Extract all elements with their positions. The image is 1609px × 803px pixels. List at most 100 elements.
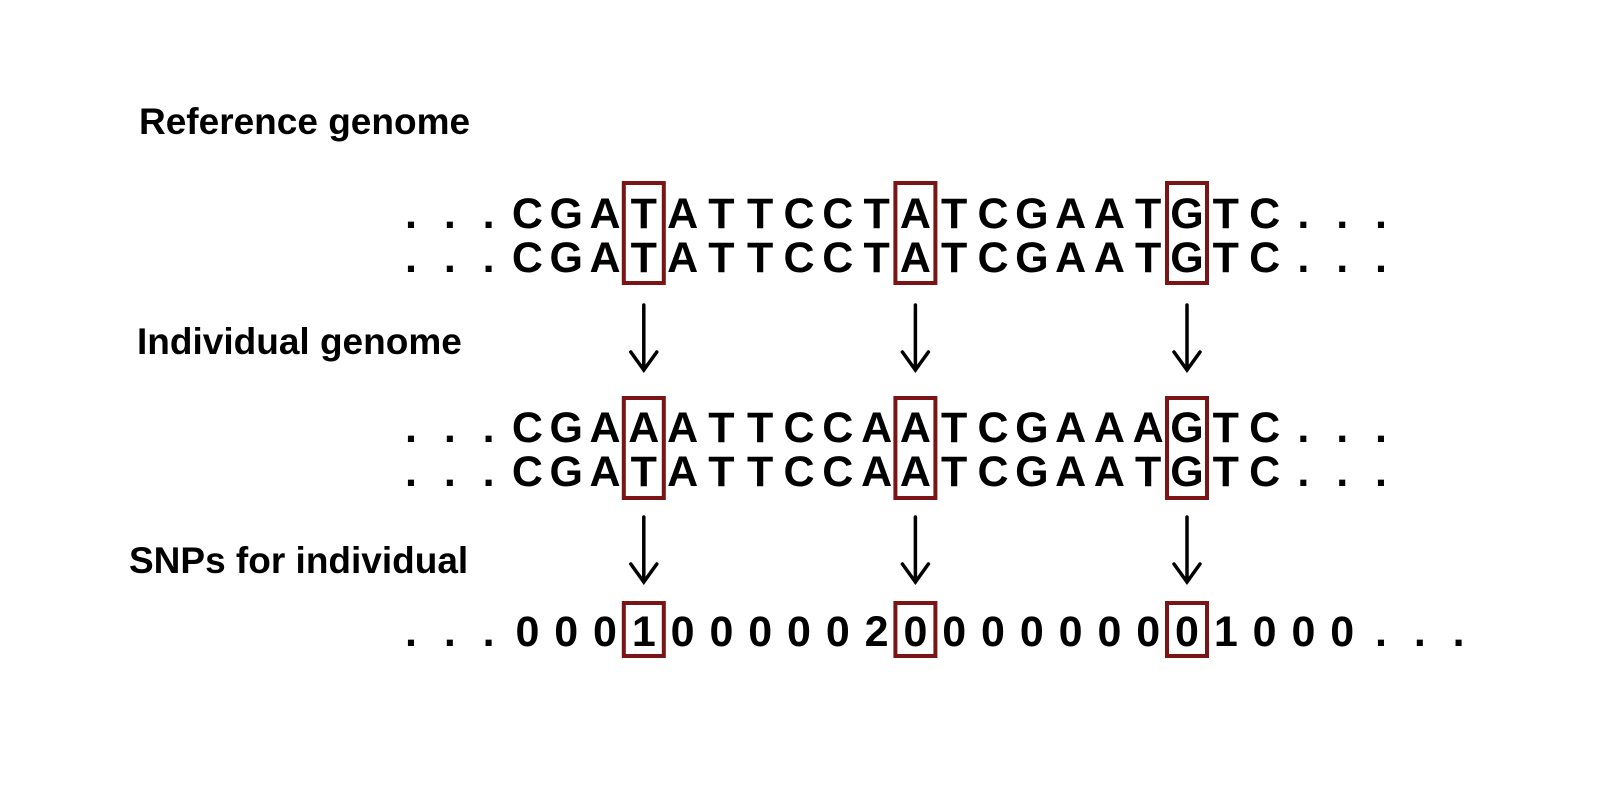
- nucleotide: A: [1055, 448, 1086, 496]
- snp-value: 0: [748, 608, 772, 656]
- nucleotide: A: [1055, 404, 1086, 452]
- nucleotide: .: [483, 190, 495, 238]
- snp-value: 0: [787, 608, 811, 656]
- nucleotide: T: [708, 404, 734, 452]
- nucleotide: A: [589, 190, 620, 238]
- reference-snp-box: [1165, 181, 1209, 285]
- nucleotide: A: [589, 404, 620, 452]
- snp-value: 0: [942, 608, 966, 656]
- nucleotide: .: [1297, 404, 1309, 452]
- snp-value: 0: [671, 608, 695, 656]
- down-arrow-icon: [1172, 303, 1202, 373]
- down-arrow-icon: [629, 515, 659, 585]
- nucleotide: A: [861, 448, 892, 496]
- nucleotide: T: [747, 234, 773, 282]
- nucleotide: G: [1015, 448, 1048, 496]
- snp-value: 0: [826, 608, 850, 656]
- nucleotide: T: [863, 234, 889, 282]
- nucleotide: .: [1336, 234, 1348, 282]
- nucleotide: A: [900, 404, 931, 452]
- nucleotide: A: [1094, 404, 1125, 452]
- nucleotide: C: [783, 190, 814, 238]
- snp-value: 0: [1059, 608, 1083, 656]
- snp-value: 0: [1136, 608, 1160, 656]
- nucleotide: T: [747, 404, 773, 452]
- nucleotide: C: [822, 448, 853, 496]
- down-arrow-icon: [1172, 515, 1202, 585]
- nucleotide: .: [444, 404, 456, 452]
- nucleotide: C: [822, 404, 853, 452]
- individual-snp-box: [621, 396, 666, 500]
- nucleotide: .: [405, 448, 417, 496]
- nucleotide: A: [1094, 234, 1125, 282]
- nucleotide: A: [1133, 404, 1164, 452]
- snp-value: 0: [1291, 608, 1315, 656]
- nucleotide: T: [941, 448, 967, 496]
- nucleotide: A: [1055, 190, 1086, 238]
- nucleotide: G: [1015, 190, 1048, 238]
- nucleotide: G: [549, 448, 582, 496]
- snp-value: .: [1453, 608, 1465, 656]
- nucleotide: G: [549, 190, 582, 238]
- nucleotide: G: [549, 404, 582, 452]
- nucleotide: A: [628, 404, 659, 452]
- nucleotide: T: [941, 190, 967, 238]
- nucleotide: G: [549, 234, 582, 282]
- snps-label: SNPs for individual: [129, 540, 469, 581]
- nucleotide: A: [667, 404, 698, 452]
- snp-value: .: [444, 608, 456, 656]
- nucleotide: T: [1135, 448, 1161, 496]
- nucleotide: C: [1249, 448, 1280, 496]
- nucleotide: C: [1249, 234, 1280, 282]
- nucleotide: A: [1055, 234, 1086, 282]
- nucleotide: .: [1375, 404, 1387, 452]
- nucleotide: .: [483, 234, 495, 282]
- nucleotide: G: [1015, 234, 1048, 282]
- nucleotide: A: [1094, 190, 1125, 238]
- nucleotide: T: [863, 190, 889, 238]
- nucleotide: G: [1170, 190, 1203, 238]
- nucleotide: C: [822, 234, 853, 282]
- snp-value: .: [483, 608, 495, 656]
- nucleotide: C: [977, 404, 1008, 452]
- individual-snp-box: [893, 396, 938, 500]
- nucleotide: T: [941, 404, 967, 452]
- nucleotide: C: [783, 404, 814, 452]
- nucleotide: T: [1135, 190, 1161, 238]
- nucleotide: A: [900, 234, 931, 282]
- snp-value: .: [1375, 608, 1387, 656]
- nucleotide: T: [747, 190, 773, 238]
- nucleotide: C: [512, 234, 543, 282]
- nucleotide: A: [900, 448, 931, 496]
- nucleotide: A: [1094, 448, 1125, 496]
- snp-value: 0: [1097, 608, 1121, 656]
- snp-value: 0: [1175, 608, 1199, 656]
- nucleotide: T: [631, 448, 657, 496]
- nucleotide: C: [783, 234, 814, 282]
- nucleotide: C: [512, 448, 543, 496]
- nucleotide: .: [405, 190, 417, 238]
- snp-value: 0: [593, 608, 617, 656]
- snp-value: 1: [632, 608, 656, 656]
- down-arrow-icon: [900, 515, 931, 585]
- nucleotide: T: [1213, 404, 1239, 452]
- nucleotide: G: [1170, 448, 1203, 496]
- nucleotide: A: [589, 448, 620, 496]
- snp-value: 1: [1214, 608, 1238, 656]
- reference-snp-box: [893, 181, 938, 285]
- nucleotide: C: [977, 190, 1008, 238]
- snp-value: 0: [1330, 608, 1354, 656]
- snp-value-box: [1165, 601, 1209, 658]
- nucleotide: T: [941, 234, 967, 282]
- nucleotide: T: [1213, 234, 1239, 282]
- nucleotide: .: [1336, 404, 1348, 452]
- nucleotide: C: [977, 234, 1008, 282]
- snp-value-box: [893, 601, 938, 658]
- nucleotide: .: [483, 448, 495, 496]
- nucleotide: A: [861, 404, 892, 452]
- snp-value: 2: [865, 608, 889, 656]
- nucleotide: G: [1015, 404, 1048, 452]
